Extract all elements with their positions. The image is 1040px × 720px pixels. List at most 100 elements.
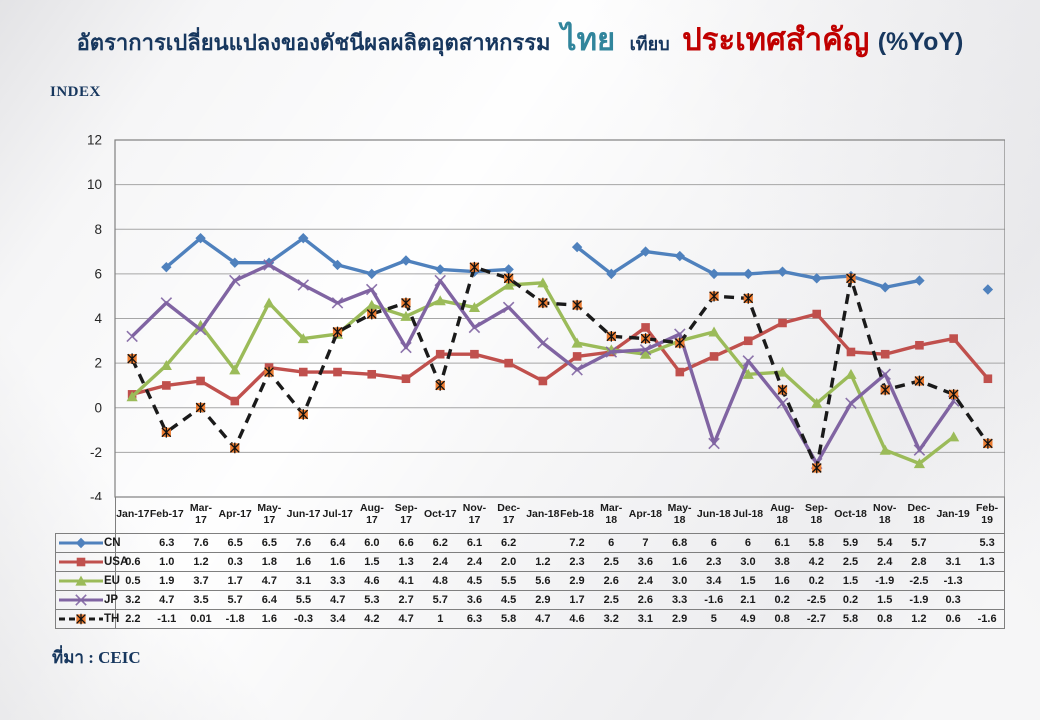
table-cell-CN-Jul-18: 6 bbox=[730, 533, 766, 553]
table-cell-CN-Apr-18: 7 bbox=[628, 533, 663, 553]
table-cell-CN-Jun-17: 7.6 bbox=[286, 533, 321, 553]
table-cell-CN-Jan-18 bbox=[525, 533, 560, 553]
table-cell-JP-Aug-18: 0.2 bbox=[765, 590, 800, 610]
table-cell-CN-Nov-18: 5.4 bbox=[867, 533, 902, 553]
table-cell-EU-Oct-18: 1.5 bbox=[833, 571, 868, 591]
table-cell-CN-Apr-17: 6.5 bbox=[218, 533, 253, 553]
source-note: ที่มา : CEIC bbox=[52, 648, 141, 667]
table-cell-JP-Jul-17: 4.7 bbox=[320, 590, 355, 610]
month-header-Aug-18: Aug-18 bbox=[770, 502, 795, 526]
table-cell-TH-Jan-17: 2.2 bbox=[115, 609, 150, 629]
month-header-Jul-17: Jul-17 bbox=[322, 508, 353, 521]
table-cell-JP-May-17: 6.4 bbox=[252, 590, 287, 610]
table-cell-EU-Sep-17: 4.1 bbox=[389, 571, 424, 591]
page-title: อัตราการเปลี่ยนแปลงของดัชนีผลผลิตอุตสาหก… bbox=[0, 14, 1040, 64]
table-row-JP: JP 3.2 4.7 3.5 5.7 6.4 5.5 4.7 5.3 2.7 5.7 3.6 4.5 2.… bbox=[55, 590, 1006, 610]
legend-key-TH-icon bbox=[59, 613, 103, 625]
table-cell-USA-Feb-17: 1.0 bbox=[149, 552, 184, 572]
table-row-CN: CN 6.3 7.6 6.5 6.5 7.6 6.4 6.0 6.6 6.2 6.1 6.2 7.2 6 7… bbox=[55, 533, 1006, 553]
table-cell-EU-Apr-18: 2.4 bbox=[628, 571, 663, 591]
table-cell-USA-Jul-17: 1.6 bbox=[320, 552, 355, 572]
legend-key-EU-icon bbox=[59, 575, 103, 586]
table-cell-CN-Sep-17: 6.6 bbox=[389, 533, 424, 553]
table-cell-CN-Mar-18: 6 bbox=[594, 533, 629, 553]
series-label: USA bbox=[104, 556, 129, 568]
month-header-Jan-17: Jan-17 bbox=[116, 508, 150, 521]
table-cell-JP-Nov-17: 3.6 bbox=[457, 590, 492, 610]
table-cell-TH-Jun-17: -0.3 bbox=[286, 609, 321, 629]
table-cell-TH-Nov-18: 0.8 bbox=[867, 609, 902, 629]
y-axis-title: INDEX bbox=[50, 84, 101, 100]
series-label: CN bbox=[104, 537, 121, 549]
table-cell-CN-Feb-19: 5.3 bbox=[970, 533, 1006, 553]
table-cell-JP-Apr-18: 2.6 bbox=[628, 590, 663, 610]
table-cell-USA-Jan-18: 1.2 bbox=[525, 552, 560, 572]
month-header-Feb-17: Feb-17 bbox=[149, 508, 184, 521]
table-cell-EU-Oct-17: 4.8 bbox=[423, 571, 458, 591]
table-cell-CN-May-18: 6.8 bbox=[662, 533, 697, 553]
month-header-Apr-18: Apr-18 bbox=[628, 508, 663, 521]
month-header-Oct-18: Oct-18 bbox=[834, 508, 867, 521]
table-cell-EU-Feb-17: 1.9 bbox=[149, 571, 184, 591]
table-cell-JP-Jun-17: 5.5 bbox=[286, 590, 321, 610]
table-cell-CN-May-17: 6.5 bbox=[252, 533, 287, 553]
legend-key-JP-icon bbox=[59, 594, 103, 606]
table-cell-USA-Nov-17: 2.4 bbox=[457, 552, 492, 572]
table-cell-EU-Feb-19 bbox=[970, 571, 1006, 591]
table-cell-USA-Dec-18: 2.8 bbox=[901, 552, 936, 572]
table-cell-EU-Mar-17: 3.7 bbox=[183, 571, 219, 591]
table-cell-TH-Sep-18: -2.7 bbox=[799, 609, 834, 629]
table-cell-USA-Oct-17: 2.4 bbox=[423, 552, 458, 572]
table-cell-USA-Aug-18: 3.8 bbox=[765, 552, 800, 572]
table-cell-USA-Feb-18: 2.3 bbox=[559, 552, 595, 572]
svg-text:0: 0 bbox=[94, 400, 102, 415]
series-legend-CN: CN bbox=[55, 533, 121, 553]
table-cell-JP-Jan-18: 2.9 bbox=[525, 590, 560, 610]
table-cell-USA-Jun-18: 2.3 bbox=[696, 552, 731, 572]
month-header-Jul-18: Jul-18 bbox=[732, 508, 764, 521]
table-cell-CN-Sep-18: 5.8 bbox=[799, 533, 834, 553]
table-cell-EU-Feb-18: 2.9 bbox=[559, 571, 595, 591]
table-cell-USA-Jan-19: 3.1 bbox=[936, 552, 971, 572]
svg-text:12: 12 bbox=[87, 133, 102, 148]
table-cell-TH-Sep-17: 4.7 bbox=[389, 609, 424, 629]
table-cell-TH-Aug-17: 4.2 bbox=[354, 609, 389, 629]
table-cell-JP-Jan-19: 0.3 bbox=[936, 590, 971, 610]
month-header-Jan-19: Jan-19 bbox=[936, 508, 970, 521]
table-cell-TH-Jul-18: 4.9 bbox=[730, 609, 766, 629]
table-cell-USA-Jan-17: 0.6 bbox=[115, 552, 150, 572]
table-cell-CN-Dec-18: 5.7 bbox=[901, 533, 936, 553]
table-cell-USA-Mar-18: 2.5 bbox=[594, 552, 629, 572]
legend-header-cell bbox=[55, 497, 116, 534]
svg-text:8: 8 bbox=[94, 222, 102, 237]
series-label: EU bbox=[104, 575, 120, 587]
table-cell-USA-Apr-18: 3.6 bbox=[628, 552, 663, 572]
table-cell-TH-May-18: 2.9 bbox=[662, 609, 697, 629]
svg-text:-2: -2 bbox=[90, 445, 102, 460]
table-cell-CN-Oct-17: 6.2 bbox=[423, 533, 458, 553]
table-cell-JP-May-18: 3.3 bbox=[662, 590, 697, 610]
table-cell-CN-Jun-18: 6 bbox=[696, 533, 731, 553]
month-header-Sep-18: Sep-18 bbox=[804, 502, 828, 526]
table-cell-JP-Apr-17: 5.7 bbox=[218, 590, 253, 610]
table-cell-JP-Dec-17: 4.5 bbox=[491, 590, 526, 610]
table-row-USA: USA 0.6 1.0 1.2 0.3 1.8 1.6 1.6 1.5 1.3 2.4 2.4 2.0 1… bbox=[55, 552, 1006, 572]
title-compare-word: เทียบ bbox=[629, 34, 670, 54]
table-cell-JP-Mar-17: 3.5 bbox=[183, 590, 219, 610]
table-cell-JP-Feb-17: 4.7 bbox=[149, 590, 184, 610]
table-cell-TH-Dec-18: 1.2 bbox=[901, 609, 936, 629]
table-cell-EU-Nov-17: 4.5 bbox=[457, 571, 492, 591]
table-cell-JP-Feb-18: 1.7 bbox=[559, 590, 595, 610]
table-cell-JP-Nov-18: 1.5 bbox=[867, 590, 902, 610]
table-cell-USA-Oct-18: 2.5 bbox=[833, 552, 868, 572]
table-cell-TH-Jan-18: 4.7 bbox=[525, 609, 560, 629]
table-cell-USA-Sep-18: 4.2 bbox=[799, 552, 834, 572]
table-cell-TH-Mar-17: 0.01 bbox=[183, 609, 219, 629]
table-cell-TH-Oct-17: 1 bbox=[423, 609, 458, 629]
table-cell-USA-Jul-18: 3.0 bbox=[730, 552, 766, 572]
table-cell-USA-Feb-19: 1.3 bbox=[970, 552, 1006, 572]
table-cell-EU-Nov-18: -1.9 bbox=[867, 571, 902, 591]
table-cell-USA-Aug-17: 1.5 bbox=[354, 552, 389, 572]
table-cell-JP-Jan-17: 3.2 bbox=[115, 590, 150, 610]
